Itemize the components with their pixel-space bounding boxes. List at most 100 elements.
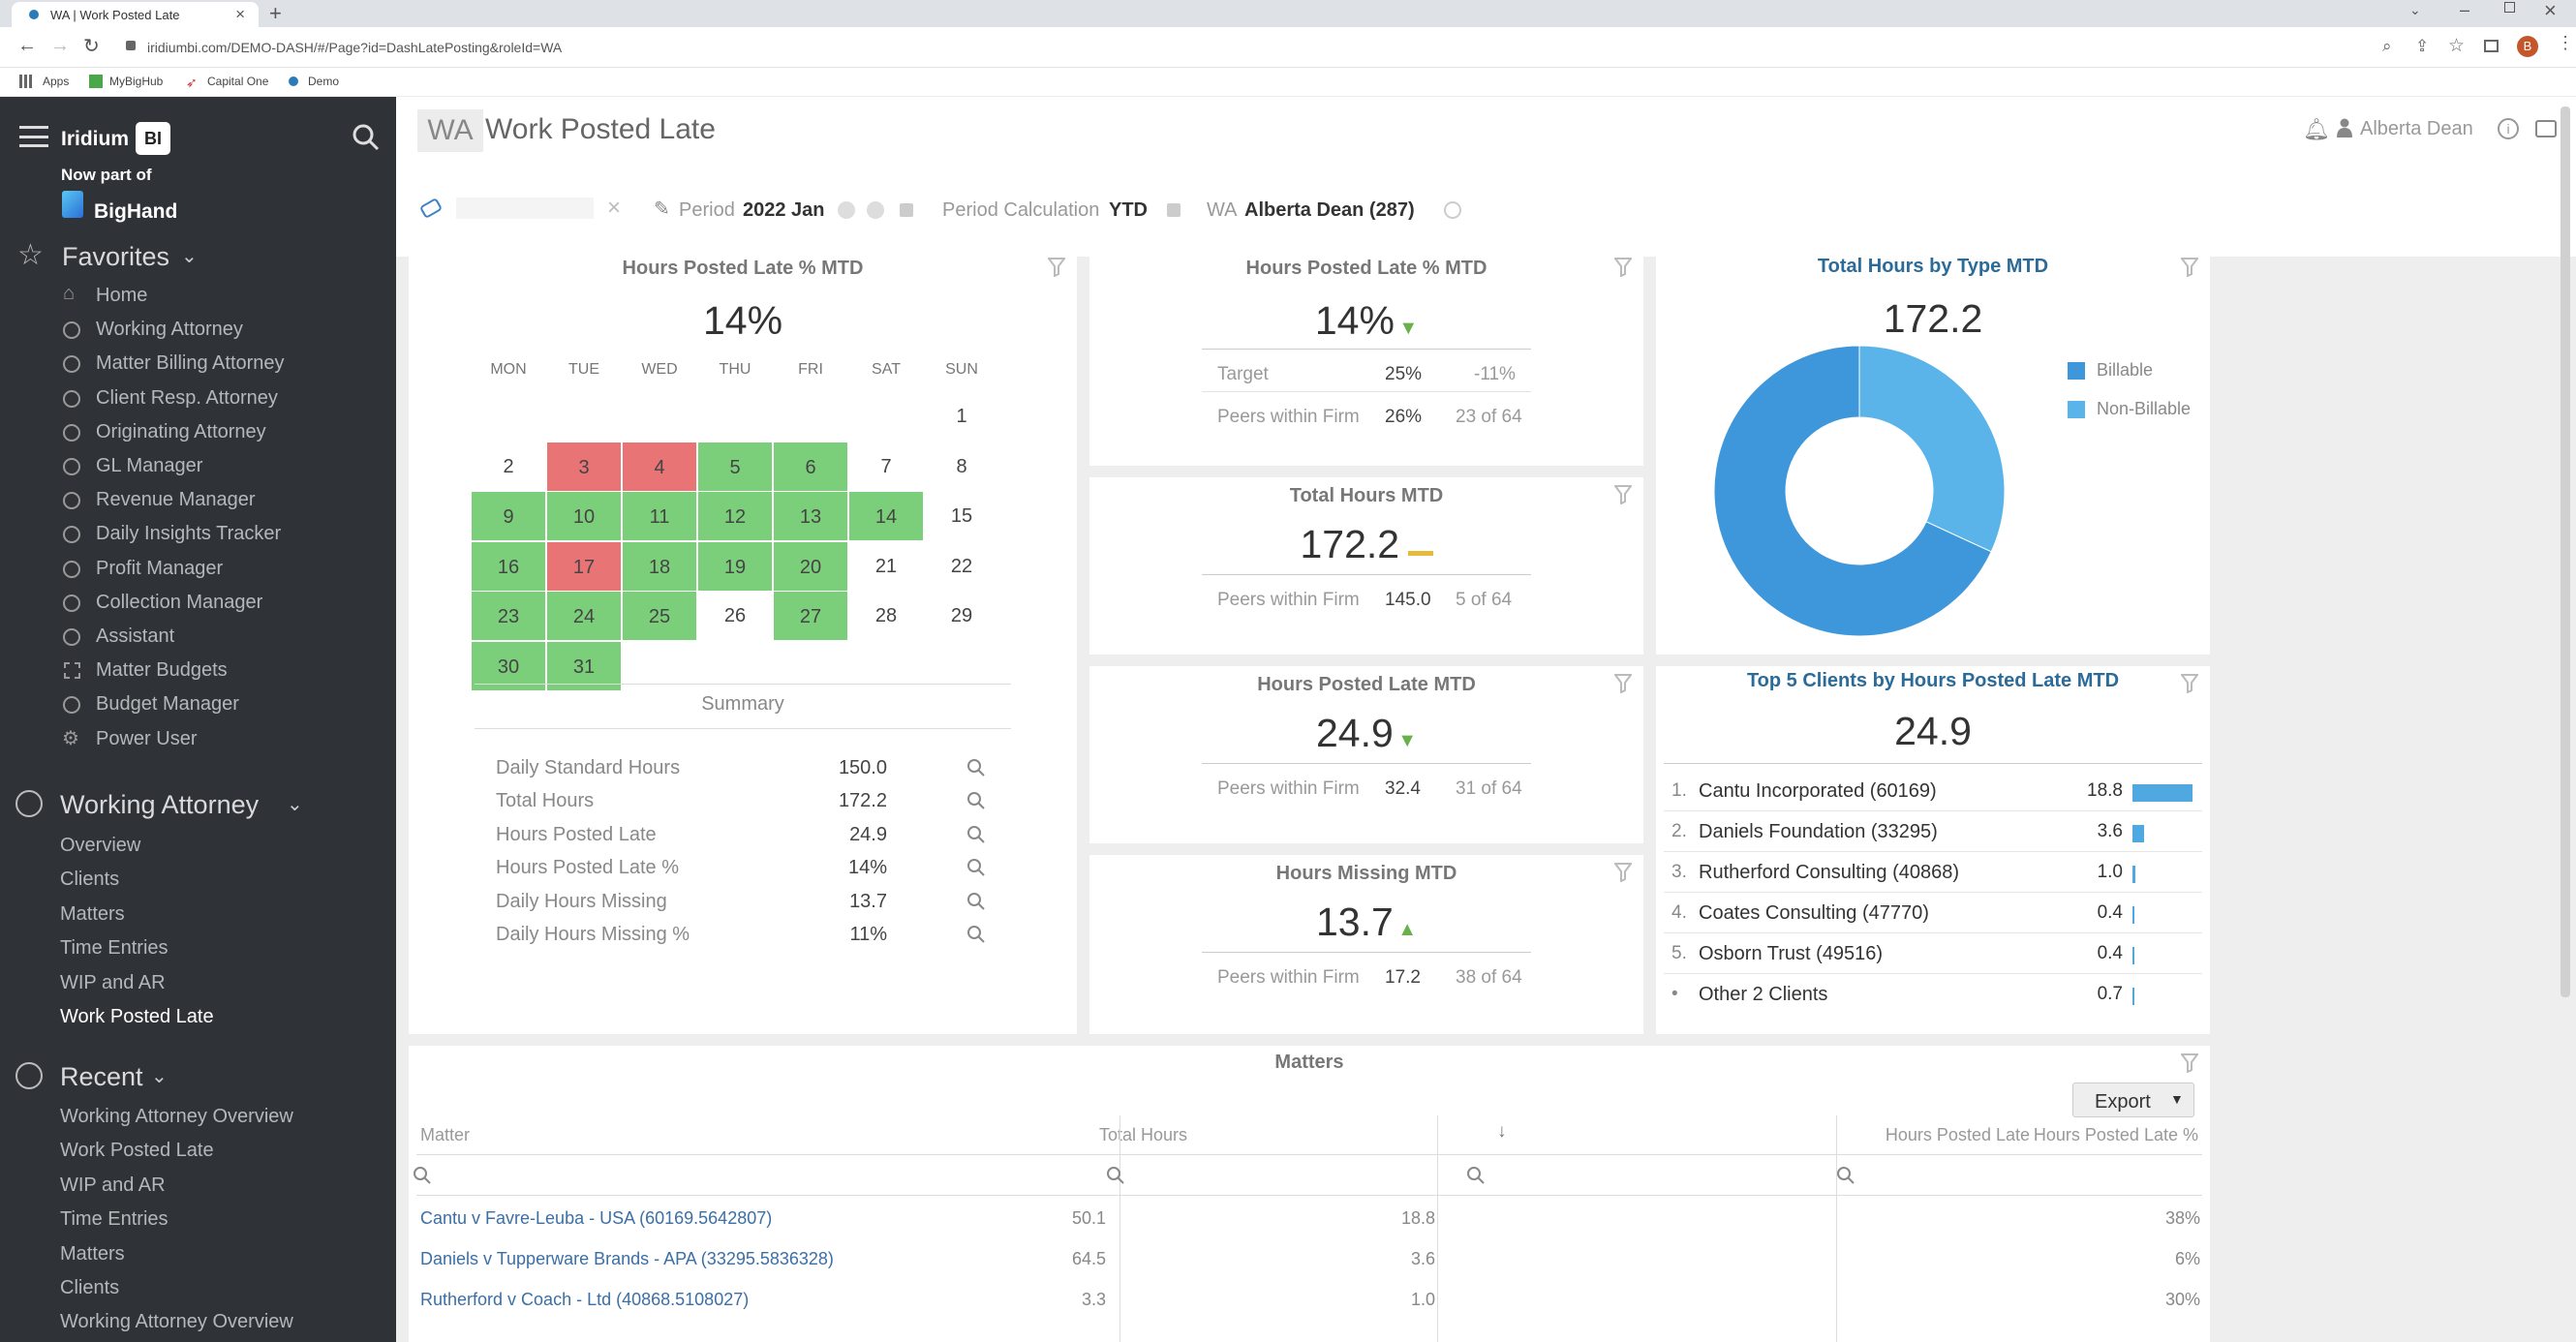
maximize-icon[interactable] (2504, 2, 2515, 13)
sidebar-item-matters[interactable]: Matters (60, 902, 125, 925)
sidebar-item-favorite[interactable]: Collection Manager (0, 590, 396, 619)
sidebar-item-recent[interactable]: WIP and AR (60, 1174, 166, 1196)
block-icon[interactable] (1444, 201, 1461, 219)
recent-header[interactable]: Recent ⌄ (0, 1060, 396, 1095)
sidebar-item-clients[interactable]: Clients (60, 869, 120, 891)
column-header-total-hours[interactable]: Total Hours (1098, 1125, 1187, 1144)
search-icon[interactable] (966, 791, 986, 810)
hamburger-menu-icon[interactable] (19, 126, 48, 147)
sidebar-item-favorite[interactable]: Client Resp. Attorney (0, 385, 396, 414)
search-icon[interactable] (966, 758, 986, 778)
next-period-icon[interactable] (867, 201, 884, 219)
sidebar-item-time-entries[interactable]: Time Entries (60, 937, 169, 960)
calendar-day[interactable]: 10 (546, 491, 622, 542)
client-row[interactable]: 1. Cantu Incorporated (60169) 18.8 (1664, 773, 2202, 811)
calendar-day[interactable]: 30 (471, 641, 546, 691)
column-header-matter[interactable]: Matter (420, 1125, 471, 1144)
wa-value[interactable]: Alberta Dean (287) (1244, 199, 1415, 221)
filter-icon[interactable] (2181, 1053, 2198, 1073)
sidepanel-icon[interactable] (2484, 40, 2499, 52)
calendar-day[interactable]: 24 (546, 591, 622, 642)
calendar-day[interactable]: 7 (880, 455, 892, 477)
bookmark-demo[interactable]: Demo (308, 75, 340, 88)
calendar-day[interactable]: 14 (848, 491, 924, 542)
column-filter-search-icon[interactable] (1466, 1166, 1486, 1185)
calendar-day[interactable]: 12 (697, 491, 773, 542)
column-filter-search-icon[interactable] (413, 1166, 432, 1185)
donut-slice-non-billable[interactable] (1858, 345, 2006, 553)
sidebar-item-favorite[interactable]: ⌂ Home (0, 283, 396, 312)
more-icon[interactable]: ⋮ (2557, 33, 2574, 52)
sidebar-item-favorite[interactable]: Profit Manager (0, 556, 396, 585)
bookmark-mybighub[interactable]: MyBigHub (109, 75, 164, 88)
search-icon[interactable] (966, 825, 986, 844)
calendar-day[interactable]: 26 (723, 605, 747, 627)
sidebar-item-favorite[interactable]: Budget Manager (0, 691, 396, 720)
sidebar-item-work-posted-late[interactable]: Work Posted Late (60, 1006, 214, 1027)
filter-icon[interactable] (1614, 485, 1632, 504)
filter-icon[interactable] (2181, 674, 2198, 693)
calendar-day[interactable]: 23 (471, 591, 546, 642)
sidebar-item-favorite[interactable]: ⚙ Power User (0, 726, 396, 755)
calendar-day[interactable]: 19 (697, 540, 773, 592)
close-window-icon[interactable]: × (2544, 0, 2557, 22)
period-calc-value[interactable]: YTD (1109, 199, 1148, 221)
sidebar-item-favorite[interactable]: Matter Billing Attorney (0, 351, 396, 380)
calendar-day[interactable]: 28 (874, 605, 898, 627)
client-row[interactable]: 5. Osborn Trust (49516) 0.4 (1664, 935, 2202, 974)
sidebar-item-favorite[interactable]: Matter Budgets (0, 657, 396, 686)
filter-icon[interactable] (1614, 863, 1632, 882)
sidebar-item-favorite[interactable]: Working Attorney (0, 317, 396, 346)
column-header-hours-posted-late-pct[interactable]: Hours Posted Late % (2033, 1125, 2198, 1144)
legend-label[interactable]: Billable (2097, 360, 2154, 380)
calendar-day[interactable]: 8 (956, 455, 967, 477)
new-tab-icon[interactable]: + (269, 1, 282, 25)
sidebar-item-recent[interactable]: Clients (60, 1277, 120, 1298)
calendar-day[interactable]: 5 (697, 441, 773, 492)
calendar-day[interactable]: 29 (950, 605, 973, 627)
sidebar-item-recent[interactable]: Working Attorney Overview (60, 1106, 293, 1127)
calendar-day[interactable]: 17 (546, 540, 622, 592)
back-icon[interactable]: ← (17, 35, 37, 56)
filter-icon[interactable] (1614, 258, 1632, 277)
working-attorney-header[interactable]: Working Attorney ⌄ (0, 788, 396, 823)
column-filter-search-icon[interactable] (1836, 1166, 1855, 1185)
sort-desc-icon[interactable]: ↓ (1497, 1121, 1507, 1142)
calendar-day[interactable]: 4 (622, 441, 697, 492)
calendar-day[interactable]: 13 (773, 491, 848, 542)
search-icon[interactable] (966, 858, 986, 877)
calendar-day[interactable]: 11 (622, 491, 697, 542)
browser-tab[interactable]: WA | Work Posted Late × (12, 2, 259, 27)
share-icon[interactable]: ⇪ (2415, 37, 2430, 55)
export-button[interactable]: Export ▼ (2072, 1083, 2194, 1117)
sidebar-item-favorite[interactable]: Revenue Manager (0, 487, 396, 516)
sidebar-item-wip-and-ar[interactable]: WIP and AR (60, 971, 166, 993)
calendar-day[interactable]: 1 (956, 406, 967, 427)
sidebar-item-recent[interactable]: Working Attorney Overview (60, 1311, 293, 1333)
prev-period-icon[interactable] (838, 201, 855, 219)
profile-avatar[interactable]: B (2517, 36, 2538, 57)
sidebar-item-overview[interactable]: Overview (60, 835, 141, 856)
calendar-day[interactable]: 27 (773, 591, 848, 642)
calendar-day[interactable]: 25 (622, 591, 697, 642)
column-filter-search-icon[interactable] (1106, 1166, 1125, 1185)
column-header-hours-posted-late[interactable]: Hours Posted Late (1885, 1125, 2030, 1144)
search-icon[interactable] (966, 925, 986, 944)
calendar-day[interactable]: 3 (546, 441, 622, 492)
reload-icon[interactable]: ↻ (83, 36, 100, 57)
sidebar-item-favorite[interactable]: Daily Insights Tracker (0, 521, 396, 550)
clear-filter-icon[interactable]: × (607, 195, 622, 221)
chevron-down-icon[interactable]: ⌄ (2409, 2, 2421, 17)
zoom-icon[interactable]: ⌕ (2382, 37, 2392, 55)
filter-search-box[interactable] (456, 198, 594, 219)
sidebar-item-favorite[interactable]: GL Manager (0, 453, 396, 482)
scrollbar[interactable] (2561, 107, 2570, 997)
sidebar-item-favorite[interactable]: Originating Attorney (0, 419, 396, 448)
calendar-day[interactable]: 21 (874, 555, 898, 577)
matter-link[interactable]: Cantu v Favre-Leuba - USA (60169.5642807… (420, 1208, 773, 1228)
filter-icon[interactable] (1614, 674, 1632, 693)
filter-icon[interactable] (2181, 258, 2198, 277)
client-row[interactable]: 3. Rutherford Consulting (40868) 1.0 (1664, 854, 2202, 893)
calendar-day[interactable]: 31 (546, 641, 622, 691)
client-row[interactable]: • Other 2 Clients 0.7 (1664, 976, 2202, 1015)
